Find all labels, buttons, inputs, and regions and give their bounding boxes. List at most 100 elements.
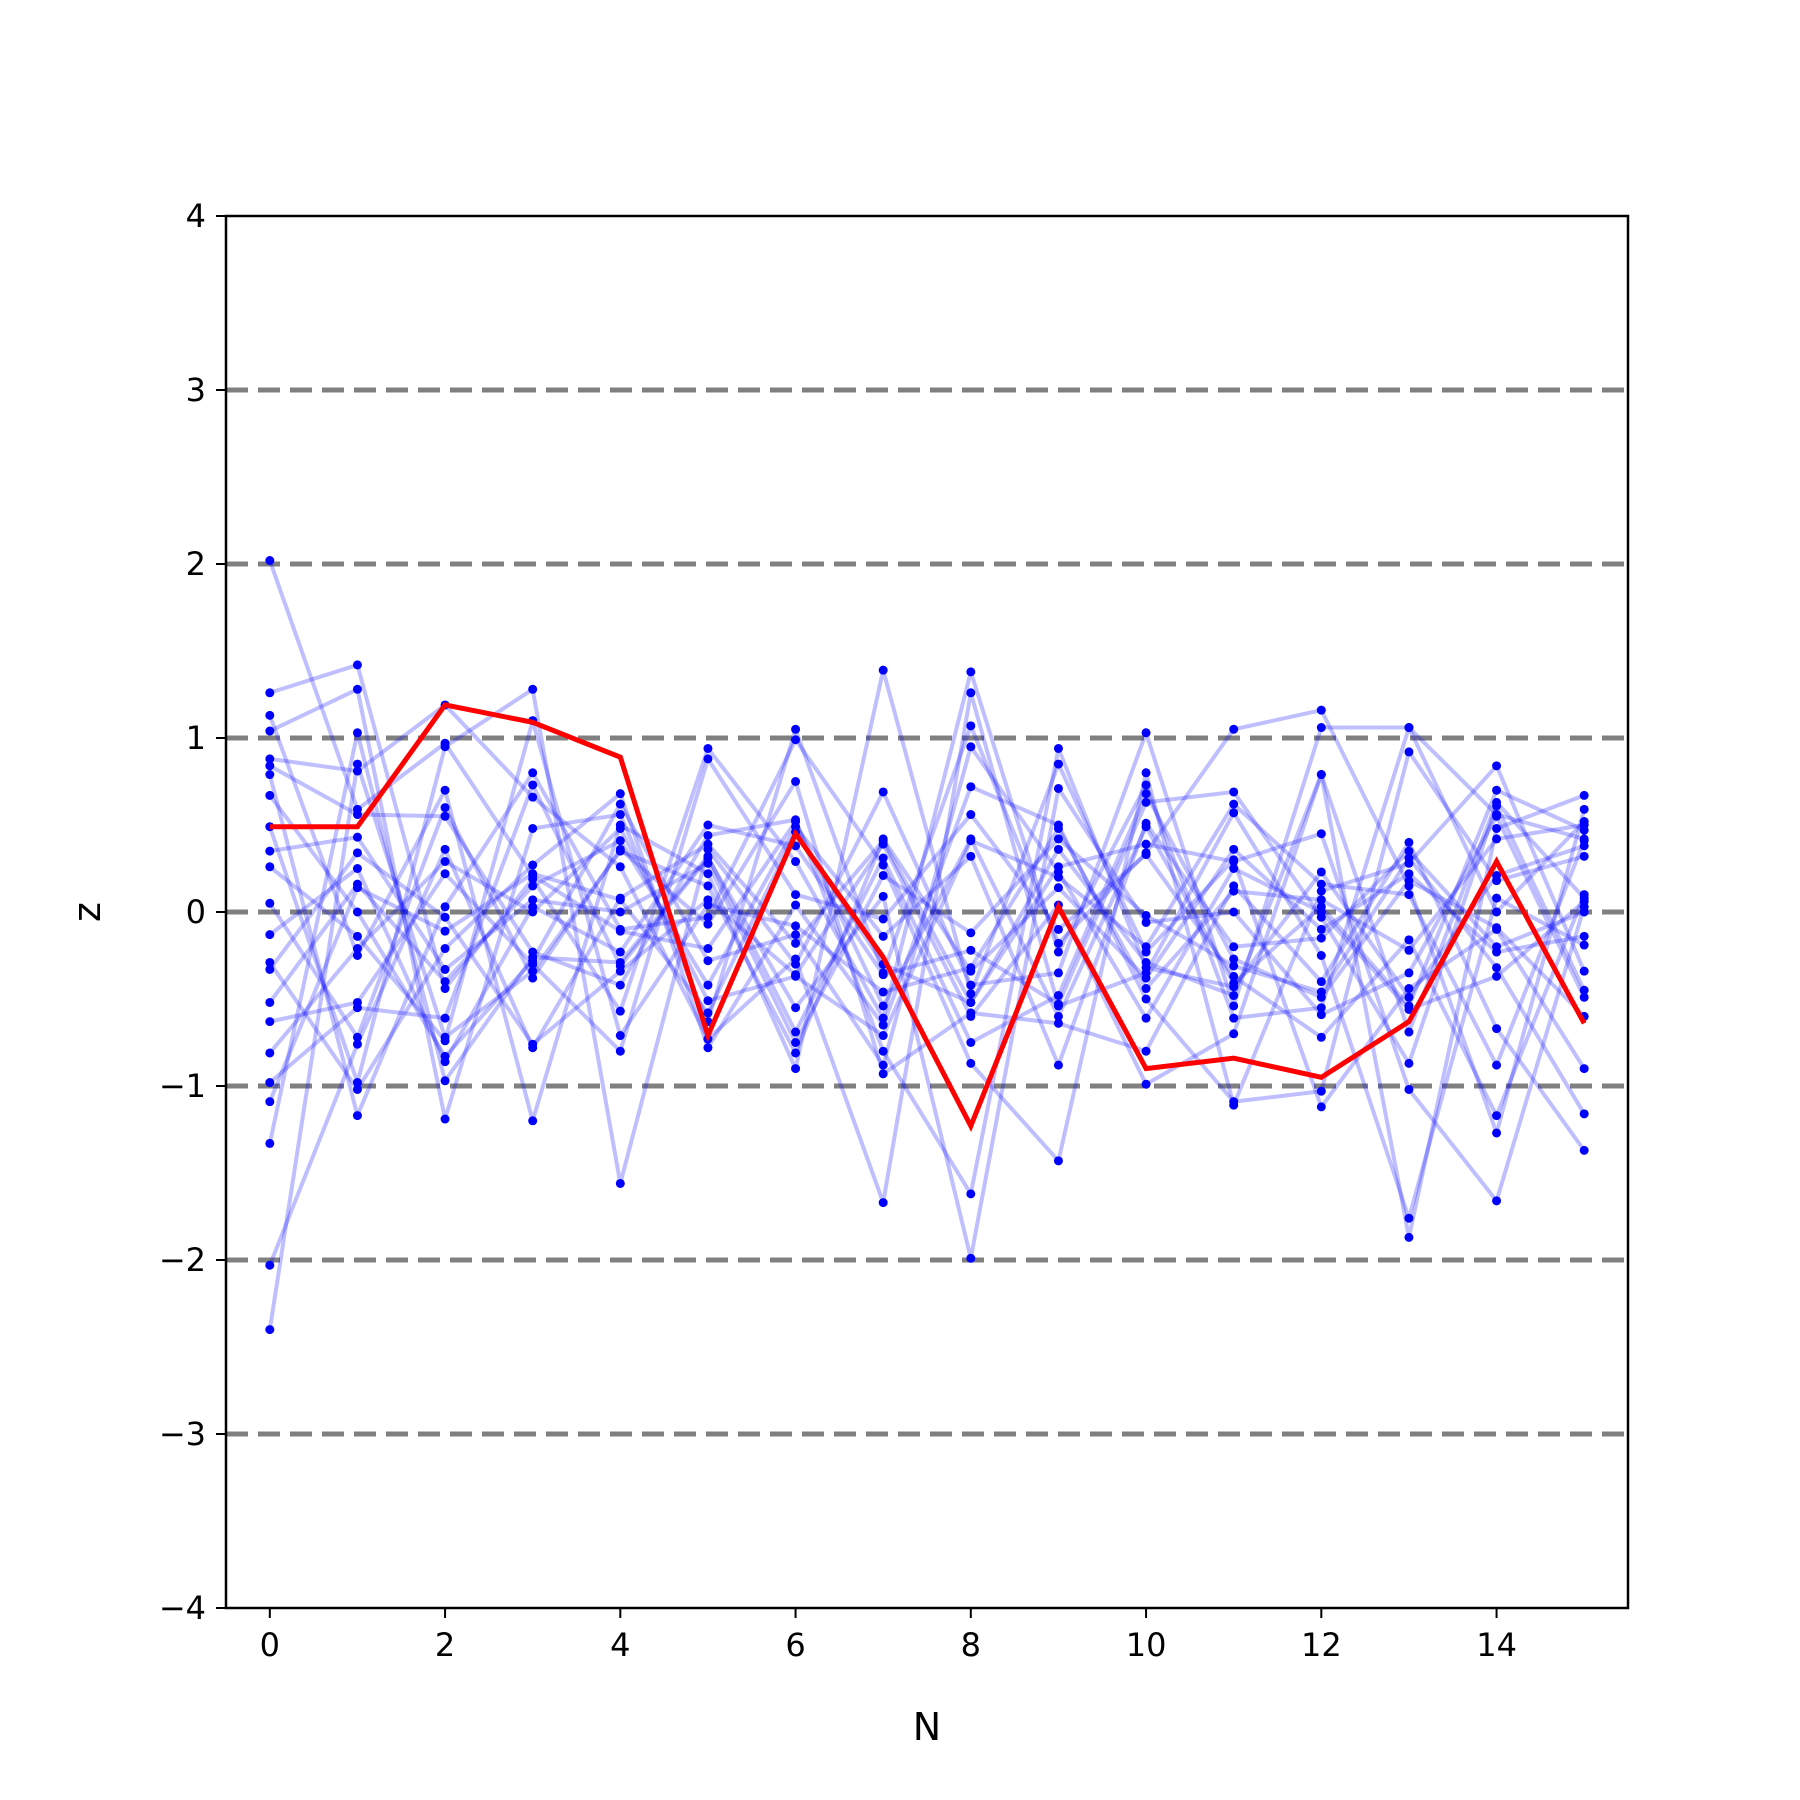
series-point	[1316, 723, 1326, 733]
series-point	[615, 862, 625, 872]
series-point	[615, 810, 625, 820]
series-point	[878, 1013, 888, 1023]
series-line-20	[268, 782, 1586, 1261]
series-point	[265, 1048, 275, 1058]
series-point	[528, 1039, 538, 1049]
series-line-7	[268, 746, 1585, 1196]
series-point	[878, 787, 888, 797]
series-point	[878, 1069, 888, 1079]
series-line-16	[268, 772, 1585, 1240]
x-axis: 0 2 4 6 8 10 12 14	[260, 1608, 1517, 1664]
series-point	[440, 1057, 450, 1067]
series-point	[966, 963, 976, 973]
series-point	[265, 1097, 275, 1107]
x-tick-label: 4	[610, 1626, 630, 1664]
series-point	[440, 1076, 450, 1086]
series-point	[1229, 1029, 1239, 1039]
series-point	[1316, 1003, 1326, 1013]
series-point	[878, 914, 888, 924]
series-point	[791, 724, 801, 734]
series-point	[966, 810, 976, 820]
series-point	[440, 984, 450, 994]
series-point	[878, 1001, 888, 1011]
x-tick-label: 12	[1301, 1626, 1342, 1664]
series-point	[615, 907, 625, 917]
series-point	[878, 970, 888, 980]
series-point	[878, 853, 888, 863]
series-point	[1404, 846, 1414, 856]
series-point	[1229, 991, 1239, 1001]
series-point	[440, 785, 450, 795]
series-line-22	[267, 730, 1586, 1144]
series-point	[265, 556, 275, 566]
series-point	[966, 928, 976, 938]
series-point	[1229, 1013, 1239, 1023]
series-point	[1404, 1027, 1414, 1037]
series-point	[1492, 907, 1502, 917]
series-point	[878, 931, 888, 941]
series-point	[265, 770, 275, 780]
series-line-15	[268, 749, 1585, 1104]
series-point	[703, 754, 713, 764]
series-point	[966, 667, 976, 677]
series-line-12	[268, 718, 1585, 1043]
series-point	[1316, 951, 1326, 960]
series-point	[1404, 1232, 1414, 1242]
series-point	[1141, 917, 1151, 927]
series-point	[615, 957, 625, 967]
series-point	[1579, 1109, 1589, 1119]
series-point	[440, 803, 450, 813]
series-point	[703, 919, 713, 929]
series-point	[1053, 1156, 1063, 1166]
series-point	[878, 870, 888, 880]
series-point	[1404, 890, 1414, 900]
series-point	[791, 971, 801, 981]
series-point	[1404, 984, 1414, 994]
background-points	[265, 556, 1589, 1335]
series-point	[1229, 724, 1239, 734]
series-point	[440, 811, 450, 821]
series-point	[966, 688, 976, 698]
series-point	[1404, 935, 1414, 945]
series-point	[265, 710, 275, 720]
series-point	[1579, 940, 1589, 950]
series-point	[1229, 954, 1239, 964]
series-point	[1579, 985, 1589, 995]
series-point	[966, 980, 976, 990]
series-point	[1492, 785, 1502, 795]
series-point	[1316, 705, 1326, 715]
series-point	[1579, 804, 1589, 814]
series-point	[1404, 1213, 1414, 1223]
series-point	[615, 980, 625, 990]
series-point	[1053, 924, 1063, 934]
series-point	[966, 1253, 976, 1263]
series-point	[352, 931, 362, 941]
series-point	[1141, 910, 1151, 920]
series-point	[265, 1078, 275, 1088]
series-point	[265, 1017, 275, 1027]
series-point	[1404, 945, 1414, 955]
series-point	[1316, 1032, 1326, 1042]
series-line-2	[267, 772, 1586, 1266]
series-point	[528, 860, 538, 870]
series-point	[1141, 994, 1151, 1004]
series-point	[1141, 728, 1151, 738]
series-line-3	[269, 662, 1585, 1021]
series-point	[703, 912, 713, 922]
series-point	[1492, 876, 1502, 886]
series-point	[615, 799, 625, 809]
series-point	[1492, 963, 1502, 973]
series-point	[1404, 876, 1414, 886]
series-point	[352, 1084, 362, 1094]
series-point	[1492, 942, 1502, 952]
series-point	[1053, 759, 1063, 769]
series-point	[1053, 999, 1063, 1009]
series-point	[1316, 924, 1326, 934]
series-point	[440, 902, 450, 912]
series-point	[1053, 947, 1063, 957]
series-point	[265, 930, 275, 940]
series-point	[1404, 992, 1414, 1002]
series-point	[1492, 893, 1502, 903]
series-line-17	[268, 821, 1585, 1068]
series-point	[352, 944, 362, 954]
